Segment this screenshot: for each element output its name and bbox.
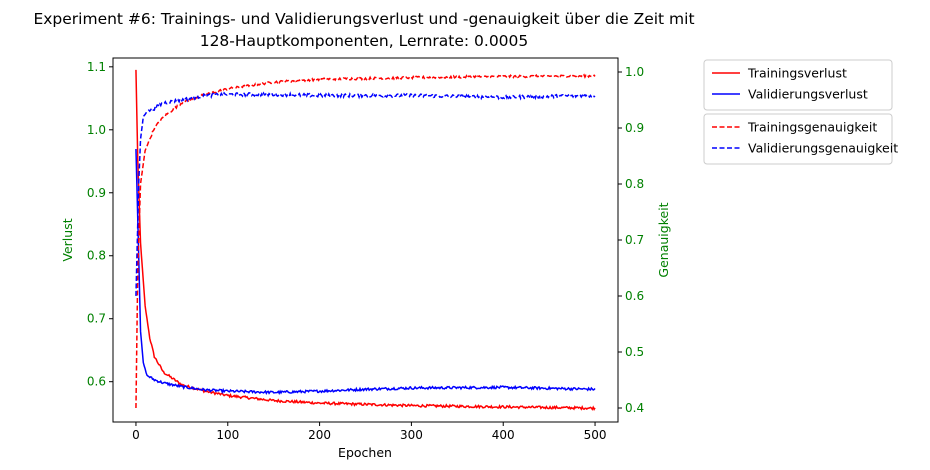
y-axis-left-label: Verlust xyxy=(60,218,75,261)
y-left-tick-label: 1.0 xyxy=(87,123,106,137)
chart-subtitle: 128-Hauptkomponenten, Lernrate: 0.0005 xyxy=(200,32,529,50)
legend-box xyxy=(703,59,893,111)
y-right-tick-label: 0.9 xyxy=(625,121,644,135)
series-line-1 xyxy=(135,69,596,411)
series-line-2 xyxy=(135,149,596,396)
legend-loss: Trainingsverlust Validierungsverlust xyxy=(703,59,893,111)
x-tick-label: 100 xyxy=(216,428,239,442)
y-right-tick-label: 0.7 xyxy=(625,233,644,247)
legend-label: Trainingsverlust xyxy=(747,66,847,81)
plot-frame xyxy=(112,57,619,423)
legend-box xyxy=(703,113,893,165)
series-line-4 xyxy=(135,90,596,296)
x-tick-label: 300 xyxy=(400,428,423,442)
y-left-tick-label: 0.7 xyxy=(87,312,106,326)
series-line-3 xyxy=(135,73,596,408)
y-right-tick-label: 1.0 xyxy=(625,65,644,79)
y-left-tick-label: 1.1 xyxy=(87,60,106,74)
x-tick-label: 200 xyxy=(308,428,331,442)
y-left-tick-label: 0.9 xyxy=(87,186,106,200)
y-right-tick-label: 0.6 xyxy=(625,289,644,303)
chart-title: Experiment #6: Trainings- und Validierun… xyxy=(33,10,694,28)
y-axis-right-label: Genauigkeit xyxy=(656,202,671,277)
x-tick-label: 0 xyxy=(132,428,140,442)
legend-label: Validierungsgenauigkeit xyxy=(748,141,898,156)
axes-layer: 0 100 200 300 400 500 0.6 0.7 0.8 0.9 1.0 1.1 0.4 0.5… xyxy=(87,57,644,442)
y-left-tick-label: 0.6 xyxy=(87,375,106,389)
y-left-tick-label: 0.8 xyxy=(87,249,106,263)
y-right-tick-label: 0.8 xyxy=(625,177,644,191)
y-right-tick-label: 0.4 xyxy=(625,401,644,415)
legend-label: Validierungsverlust xyxy=(748,87,868,102)
x-axis-label: Epochen xyxy=(338,445,392,460)
legend-accuracy: Trainingsgenauigkeit Validierungsgenauigk… xyxy=(703,113,898,165)
series-layer xyxy=(135,69,596,411)
legend-label: Trainingsgenauigkeit xyxy=(747,120,877,135)
x-tick-label: 400 xyxy=(492,428,515,442)
x-tick-label: 500 xyxy=(584,428,607,442)
y-right-tick-label: 0.5 xyxy=(625,345,644,359)
